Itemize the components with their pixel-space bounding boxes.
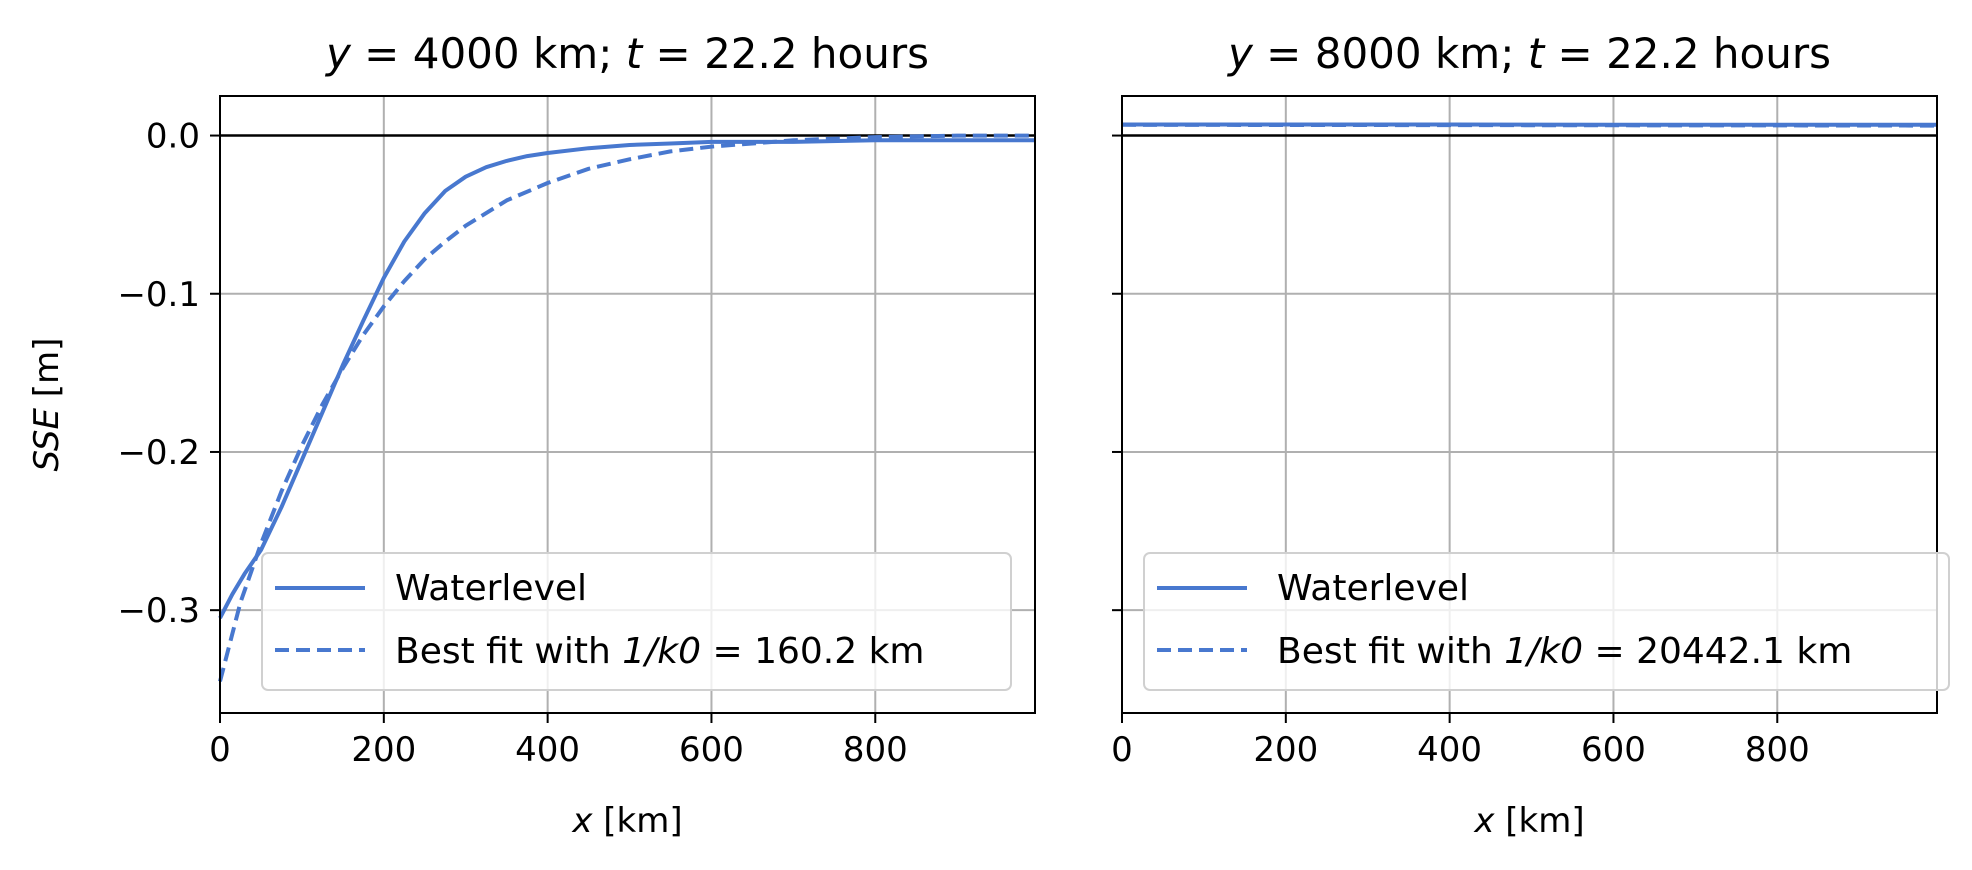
left-best-fit-line — [218, 133, 1035, 682]
left-y-tick-label: −0.2 — [117, 433, 200, 473]
right-legend-label-best-fit: Best fit with 1/k0 = 20442.1 km — [1277, 631, 1852, 672]
left-panel: 0 200 400 600 800 0.0 −0.1 −0.2 −0.3 y = 4000 km… — [27, 29, 1036, 841]
left-y-tick-label: 0.0 — [146, 117, 200, 157]
right-x-tick-label: 400 — [1417, 730, 1482, 770]
right-legend-box — [1143, 552, 1950, 691]
left-x-axis-label: x [km] — [571, 801, 682, 841]
right-legend: Waterlevel Best fit with 1/k0 = 20442.1 … — [1143, 552, 1950, 691]
y-axis-label: SSE [m] — [27, 338, 67, 472]
left-x-tick-label: 200 — [351, 730, 416, 770]
right-x-tick-label: 600 — [1581, 730, 1646, 770]
left-legend: Waterlevel Best fit with 1/k0 = 160.2 km — [261, 552, 1012, 691]
right-title: y = 8000 km; t = 22.2 hours — [1226, 29, 1831, 78]
right-x-tick-label: 200 — [1253, 730, 1318, 770]
left-x-tick-label: 0 — [209, 730, 231, 770]
right-series — [1121, 122, 1938, 128]
left-waterlevel-line — [218, 138, 1035, 620]
left-x-tick-label: 800 — [843, 730, 908, 770]
right-panel: 0 200 400 600 800 y = 8000 km; t = 22.2 hour… — [1111, 29, 1950, 841]
right-legend-label-waterlevel: Waterlevel — [1277, 568, 1469, 609]
right-x-axis-label: x [km] — [1473, 801, 1584, 841]
left-ticks: 0 200 400 600 800 0.0 −0.1 −0.2 −0.3 — [117, 117, 907, 770]
left-y-tick-label: −0.3 — [117, 591, 200, 631]
right-ticks: 0 200 400 600 800 — [1111, 134, 1810, 770]
left-grid — [220, 96, 1035, 713]
left-x-tick-label: 600 — [679, 730, 744, 770]
right-x-tick-label: 800 — [1745, 730, 1810, 770]
left-legend-label-best-fit: Best fit with 1/k0 = 160.2 km — [395, 631, 925, 672]
left-plot-frame — [219, 95, 1036, 714]
right-best-fit-line — [1121, 122, 1938, 128]
left-title: y = 4000 km; t = 22.2 hours — [324, 29, 929, 78]
left-series — [218, 133, 1035, 682]
right-x-tick-label: 0 — [1111, 730, 1133, 770]
right-plot-frame — [1121, 95, 1938, 714]
left-legend-box — [261, 552, 1012, 691]
left-x-tick-label: 400 — [515, 730, 580, 770]
left-legend-label-waterlevel: Waterlevel — [395, 568, 587, 609]
left-y-tick-label: −0.1 — [117, 275, 200, 315]
